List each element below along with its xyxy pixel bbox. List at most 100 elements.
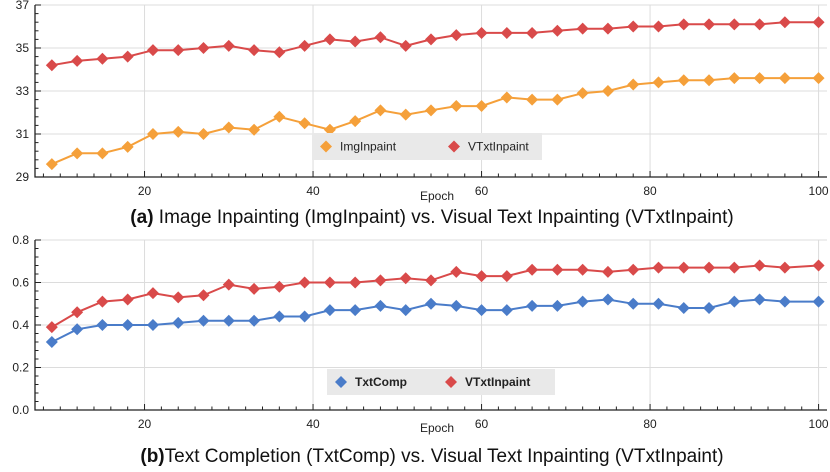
legend-box-b: [327, 369, 555, 395]
data-point-vtxtinpaint-b: [601, 265, 614, 278]
data-point-vtxtinpaint-a: [728, 18, 741, 31]
data-point-vtxtinpaint-b: [450, 265, 463, 278]
data-point-vtxtinpaint-b: [576, 263, 589, 276]
data-point-vtxtinpaint-b: [753, 259, 766, 272]
data-point-vtxtinpaint-a: [222, 39, 235, 52]
y-tick-label-b: 0.0: [12, 403, 29, 417]
x-tick-label-b: 100: [809, 417, 829, 431]
data-point-imginpaint-a: [627, 78, 640, 91]
x-tick-label-b: 20: [138, 417, 152, 431]
data-point-vtxtinpaint-b: [778, 261, 791, 274]
data-point-imginpaint-a: [526, 93, 539, 106]
data-point-vtxtinpaint-a: [146, 44, 159, 57]
data-point-txtcomp-b: [728, 295, 741, 308]
data-point-imginpaint-a: [677, 74, 690, 87]
data-point-vtxtinpaint-a: [627, 20, 640, 33]
axes-b: 0.0 0.2 0.4 0.6 0.8 20 40 60 80 100: [12, 233, 829, 431]
data-point-txtcomp-b: [298, 310, 311, 323]
caption-text-b: Text Completion (TxtComp) vs. Visual Tex…: [165, 446, 724, 467]
data-point-imginpaint-a: [812, 72, 825, 85]
series-line-vtxtinpaint-b: [51, 264, 819, 328]
data-point-txtcomp-b: [71, 323, 84, 336]
series-group-a: [45, 16, 825, 171]
axes-a: 29 31 33 35 37 20 40 60 80 100: [16, 0, 829, 198]
legend-label-vtxtinpaint-a: VTxtInpaint: [468, 140, 529, 154]
data-point-txtcomp-b: [753, 293, 766, 306]
legend-label-imginpaint-a: ImgInpaint: [340, 140, 397, 154]
legend-marker-imginpaint-a: [320, 140, 332, 153]
data-point-txtcomp-b: [576, 295, 589, 308]
data-point-vtxtinpaint-b: [323, 276, 336, 289]
data-point-txtcomp-b: [248, 314, 261, 327]
legend-a: ImgInpaint VTxtInpaint: [312, 133, 542, 160]
chart-panel-b: 0.0 0.2 0.4 0.6 0.8 20 40 60 80 100 TxtComp VTxtIn…: [12, 233, 829, 467]
data-point-vtxtinpaint-a: [551, 24, 564, 37]
series-line-txtcomp-b: [51, 298, 819, 343]
data-point-imginpaint-a: [753, 72, 766, 85]
data-point-imginpaint-a: [121, 140, 134, 153]
data-point-imginpaint-a: [728, 72, 741, 85]
data-point-imginpaint-a: [96, 147, 109, 160]
chart-panel-a: 29 31 33 35 37 20 40 60 80 100 ImgInpaint VTxtInpa…: [16, 0, 829, 228]
data-point-txtcomp-b: [526, 299, 539, 312]
y-tick-label-a: 33: [16, 84, 30, 98]
data-point-vtxtinpaint-a: [273, 46, 286, 59]
y-tick-label-a: 29: [16, 170, 30, 184]
data-point-txtcomp-b: [551, 299, 564, 312]
series-line-vtxtinpaint-a: [51, 21, 819, 67]
x-tick-label-a: 40: [306, 184, 320, 198]
y-tick-label-a: 35: [16, 41, 30, 55]
data-point-vtxtinpaint-b: [121, 293, 134, 306]
data-point-vtxtinpaint-a: [677, 18, 690, 31]
legend-marker-vtxtinpaint-a: [448, 140, 460, 153]
data-point-txtcomp-b: [273, 310, 286, 323]
data-point-vtxtinpaint-a: [526, 26, 539, 39]
data-point-vtxtinpaint-b: [172, 291, 185, 304]
caption-prefix-a: (a): [130, 207, 153, 228]
y-tick-label-a: 31: [16, 127, 30, 141]
caption-prefix-b: (b): [140, 446, 164, 467]
data-point-imginpaint-a: [197, 128, 210, 140]
data-point-vtxtinpaint-a: [96, 52, 109, 65]
data-point-vtxtinpaint-a: [71, 54, 84, 67]
data-point-vtxtinpaint-a: [45, 59, 58, 72]
data-point-vtxtinpaint-a: [399, 39, 412, 52]
data-point-vtxtinpaint-b: [96, 295, 109, 308]
data-point-imginpaint-a: [576, 87, 589, 100]
data-point-vtxtinpaint-b: [349, 276, 362, 289]
data-point-txtcomp-b: [677, 302, 690, 314]
data-point-vtxtinpaint-b: [71, 306, 84, 319]
data-point-imginpaint-a: [172, 125, 185, 138]
data-point-vtxtinpaint-a: [812, 16, 825, 29]
x-tick-label-b: 80: [643, 417, 657, 431]
x-axis-label-a: Epoch: [420, 189, 454, 203]
data-point-txtcomp-b: [778, 295, 791, 308]
data-point-txtcomp-b: [349, 304, 362, 317]
data-point-imginpaint-a: [45, 158, 58, 171]
data-point-imginpaint-a: [222, 121, 235, 134]
data-point-imginpaint-a: [349, 115, 362, 128]
data-point-vtxtinpaint-a: [778, 16, 791, 29]
data-point-txtcomp-b: [703, 302, 716, 314]
data-point-vtxtinpaint-a: [576, 22, 589, 35]
data-point-vtxtinpaint-a: [121, 50, 134, 63]
data-point-txtcomp-b: [627, 297, 640, 310]
data-point-imginpaint-a: [475, 100, 488, 113]
data-point-vtxtinpaint-a: [197, 42, 210, 54]
data-point-vtxtinpaint-b: [677, 261, 690, 274]
legend-box-a: [312, 133, 542, 160]
y-tick-label-b: 0.8: [12, 233, 29, 247]
data-point-txtcomp-b: [450, 299, 463, 312]
data-point-vtxtinpaint-b: [146, 287, 159, 300]
data-point-vtxtinpaint-b: [703, 261, 716, 274]
data-point-imginpaint-a: [601, 85, 614, 97]
data-point-vtxtinpaint-a: [374, 31, 387, 44]
data-point-txtcomp-b: [601, 293, 614, 306]
data-point-vtxtinpaint-a: [450, 29, 463, 42]
data-point-vtxtinpaint-b: [298, 276, 311, 289]
caption-a: (a) Image Inpainting (ImgInpaint) vs. Vi…: [130, 207, 733, 228]
data-point-vtxtinpaint-a: [298, 39, 311, 52]
x-axis-label-b: Epoch: [420, 421, 454, 435]
data-point-vtxtinpaint-a: [349, 35, 362, 48]
